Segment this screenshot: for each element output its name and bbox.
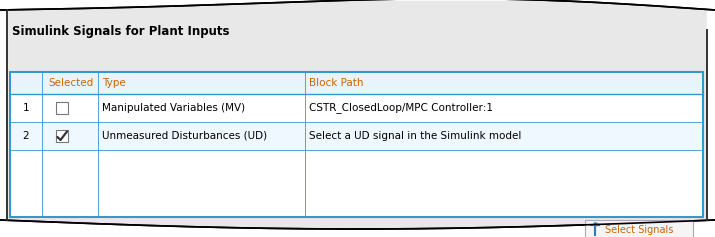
Text: CSTR_ClosedLoop/MPC Controller:1: CSTR_ClosedLoop/MPC Controller:1 <box>309 103 493 114</box>
Text: Type: Type <box>102 78 126 88</box>
Text: Select a UD signal in the Simulink model: Select a UD signal in the Simulink model <box>309 131 521 141</box>
Bar <box>56 130 68 142</box>
Text: 1: 1 <box>23 103 29 113</box>
Bar <box>585 220 693 237</box>
Text: Unmeasured Disturbances (UD): Unmeasured Disturbances (UD) <box>102 131 267 141</box>
Bar <box>11 95 702 122</box>
Bar <box>56 102 68 114</box>
Text: Block Path: Block Path <box>309 78 363 88</box>
Text: 2: 2 <box>23 131 29 141</box>
Bar <box>11 123 702 150</box>
Text: Manipulated Variables (MV): Manipulated Variables (MV) <box>102 103 245 113</box>
Text: Select Signals: Select Signals <box>605 225 674 235</box>
Text: Simulink Signals for Plant Inputs: Simulink Signals for Plant Inputs <box>12 25 230 38</box>
Bar <box>11 73 702 94</box>
Text: Selected: Selected <box>48 78 93 88</box>
Bar <box>10 72 703 217</box>
